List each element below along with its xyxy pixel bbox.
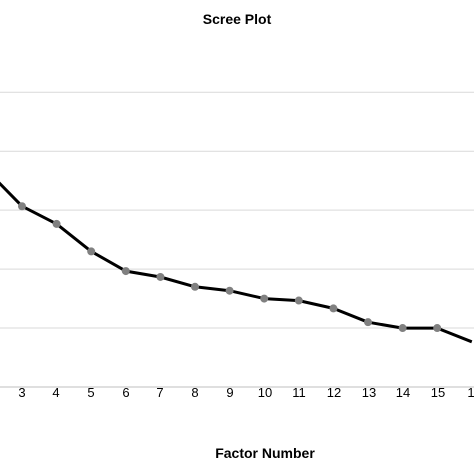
x-tick-label: 4 xyxy=(52,385,59,400)
series-line xyxy=(0,181,473,344)
x-tick-label: 14 xyxy=(396,385,410,400)
data-point xyxy=(87,247,96,256)
data-points xyxy=(18,202,442,333)
data-point xyxy=(260,294,269,303)
data-point xyxy=(191,282,199,291)
data-point xyxy=(18,202,26,211)
data-point xyxy=(156,272,165,281)
x-tick-label: 7 xyxy=(156,385,163,400)
data-point xyxy=(398,324,407,333)
x-tick-label: 12 xyxy=(327,385,341,400)
x-tick-label: 15 xyxy=(431,385,445,400)
data-point xyxy=(52,219,61,228)
x-tick-label: 13 xyxy=(362,385,376,400)
x-tick-label: 3 xyxy=(18,385,25,400)
x-tick-labels: 3 4 5 6 7 8 9 10 11 12 13 14 15 1 xyxy=(18,385,474,400)
data-point xyxy=(294,296,303,305)
data-point xyxy=(433,324,442,333)
x-axis-label: Factor Number xyxy=(215,445,315,461)
x-tick-label: 5 xyxy=(87,385,94,400)
x-tick-label: 11 xyxy=(292,385,306,400)
x-tick-label: 8 xyxy=(191,385,198,400)
data-point xyxy=(329,304,338,313)
data-point xyxy=(121,267,130,276)
x-tick-label: 9 xyxy=(226,385,233,400)
x-tick-label: 1 xyxy=(467,385,474,400)
data-point xyxy=(364,318,372,327)
series-line-group xyxy=(0,181,473,344)
x-tick-label: 10 xyxy=(258,385,272,400)
data-point xyxy=(225,286,234,295)
chart-title: Scree Plot xyxy=(203,11,272,27)
gridlines xyxy=(0,91,474,388)
x-tick-label: 6 xyxy=(122,385,129,400)
